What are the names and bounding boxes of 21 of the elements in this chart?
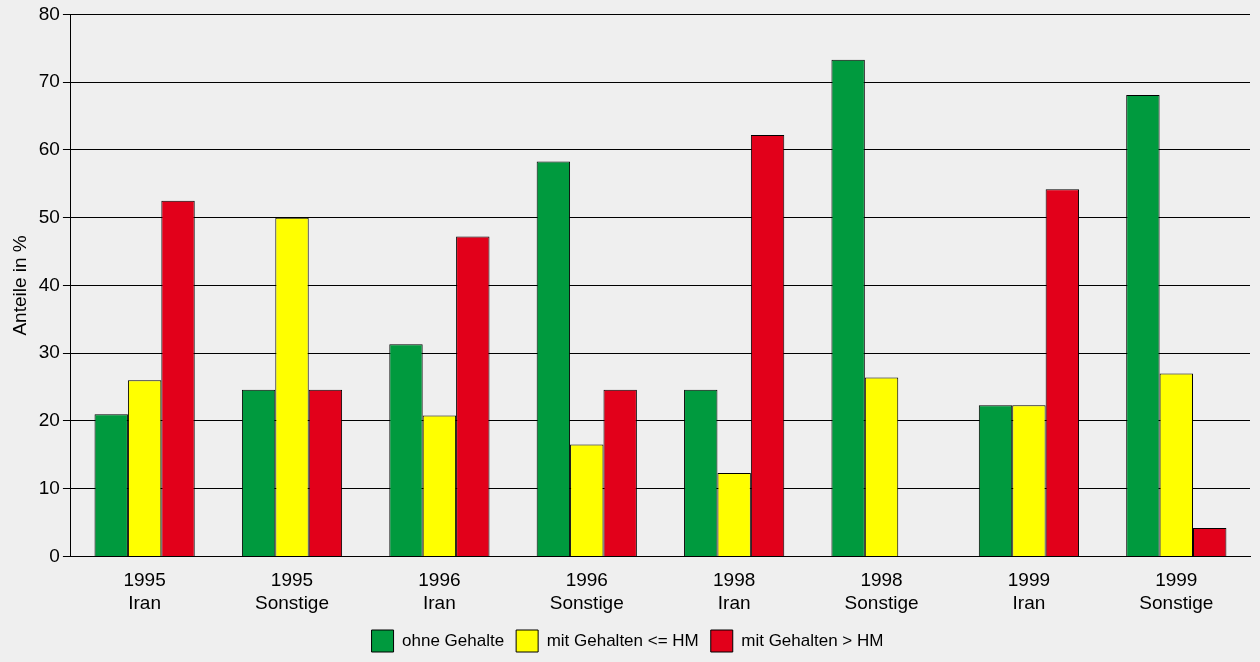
y-tick-label: 80 <box>38 2 60 24</box>
x-tick-label: 1999 Sonstige <box>1139 569 1214 613</box>
legend-label: ohne Gehalte <box>402 630 505 650</box>
y-tick-label: 30 <box>38 341 60 363</box>
x-tick-label: 1996 Iran <box>418 569 461 613</box>
x-tick-label: 1999 Iran <box>1007 569 1051 613</box>
y-tick-label: 60 <box>38 138 60 160</box>
x-tick-label: 1996 Sonstige <box>549 569 624 613</box>
y-tick-label: 10 <box>38 476 60 498</box>
y-tick-label: 40 <box>38 273 60 295</box>
y-tick-label: 0 <box>49 544 60 566</box>
x-tick-label: 1995 Sonstige <box>255 569 329 613</box>
x-tick-label: 1998 Sonstige <box>844 569 919 613</box>
legend-label: mit Gehalten > HM <box>741 630 884 650</box>
y-tick-label: 20 <box>38 409 60 431</box>
x-tick-label: 1998 Iran <box>713 569 756 613</box>
y-axis-title: Anteile in % <box>8 235 30 336</box>
legend-label: mit Gehalten <= HM <box>546 630 699 650</box>
y-tick-label: 50 <box>38 205 60 227</box>
y-tick-label: 70 <box>38 70 60 92</box>
x-tick-label: 1995 Iran <box>123 569 166 613</box>
